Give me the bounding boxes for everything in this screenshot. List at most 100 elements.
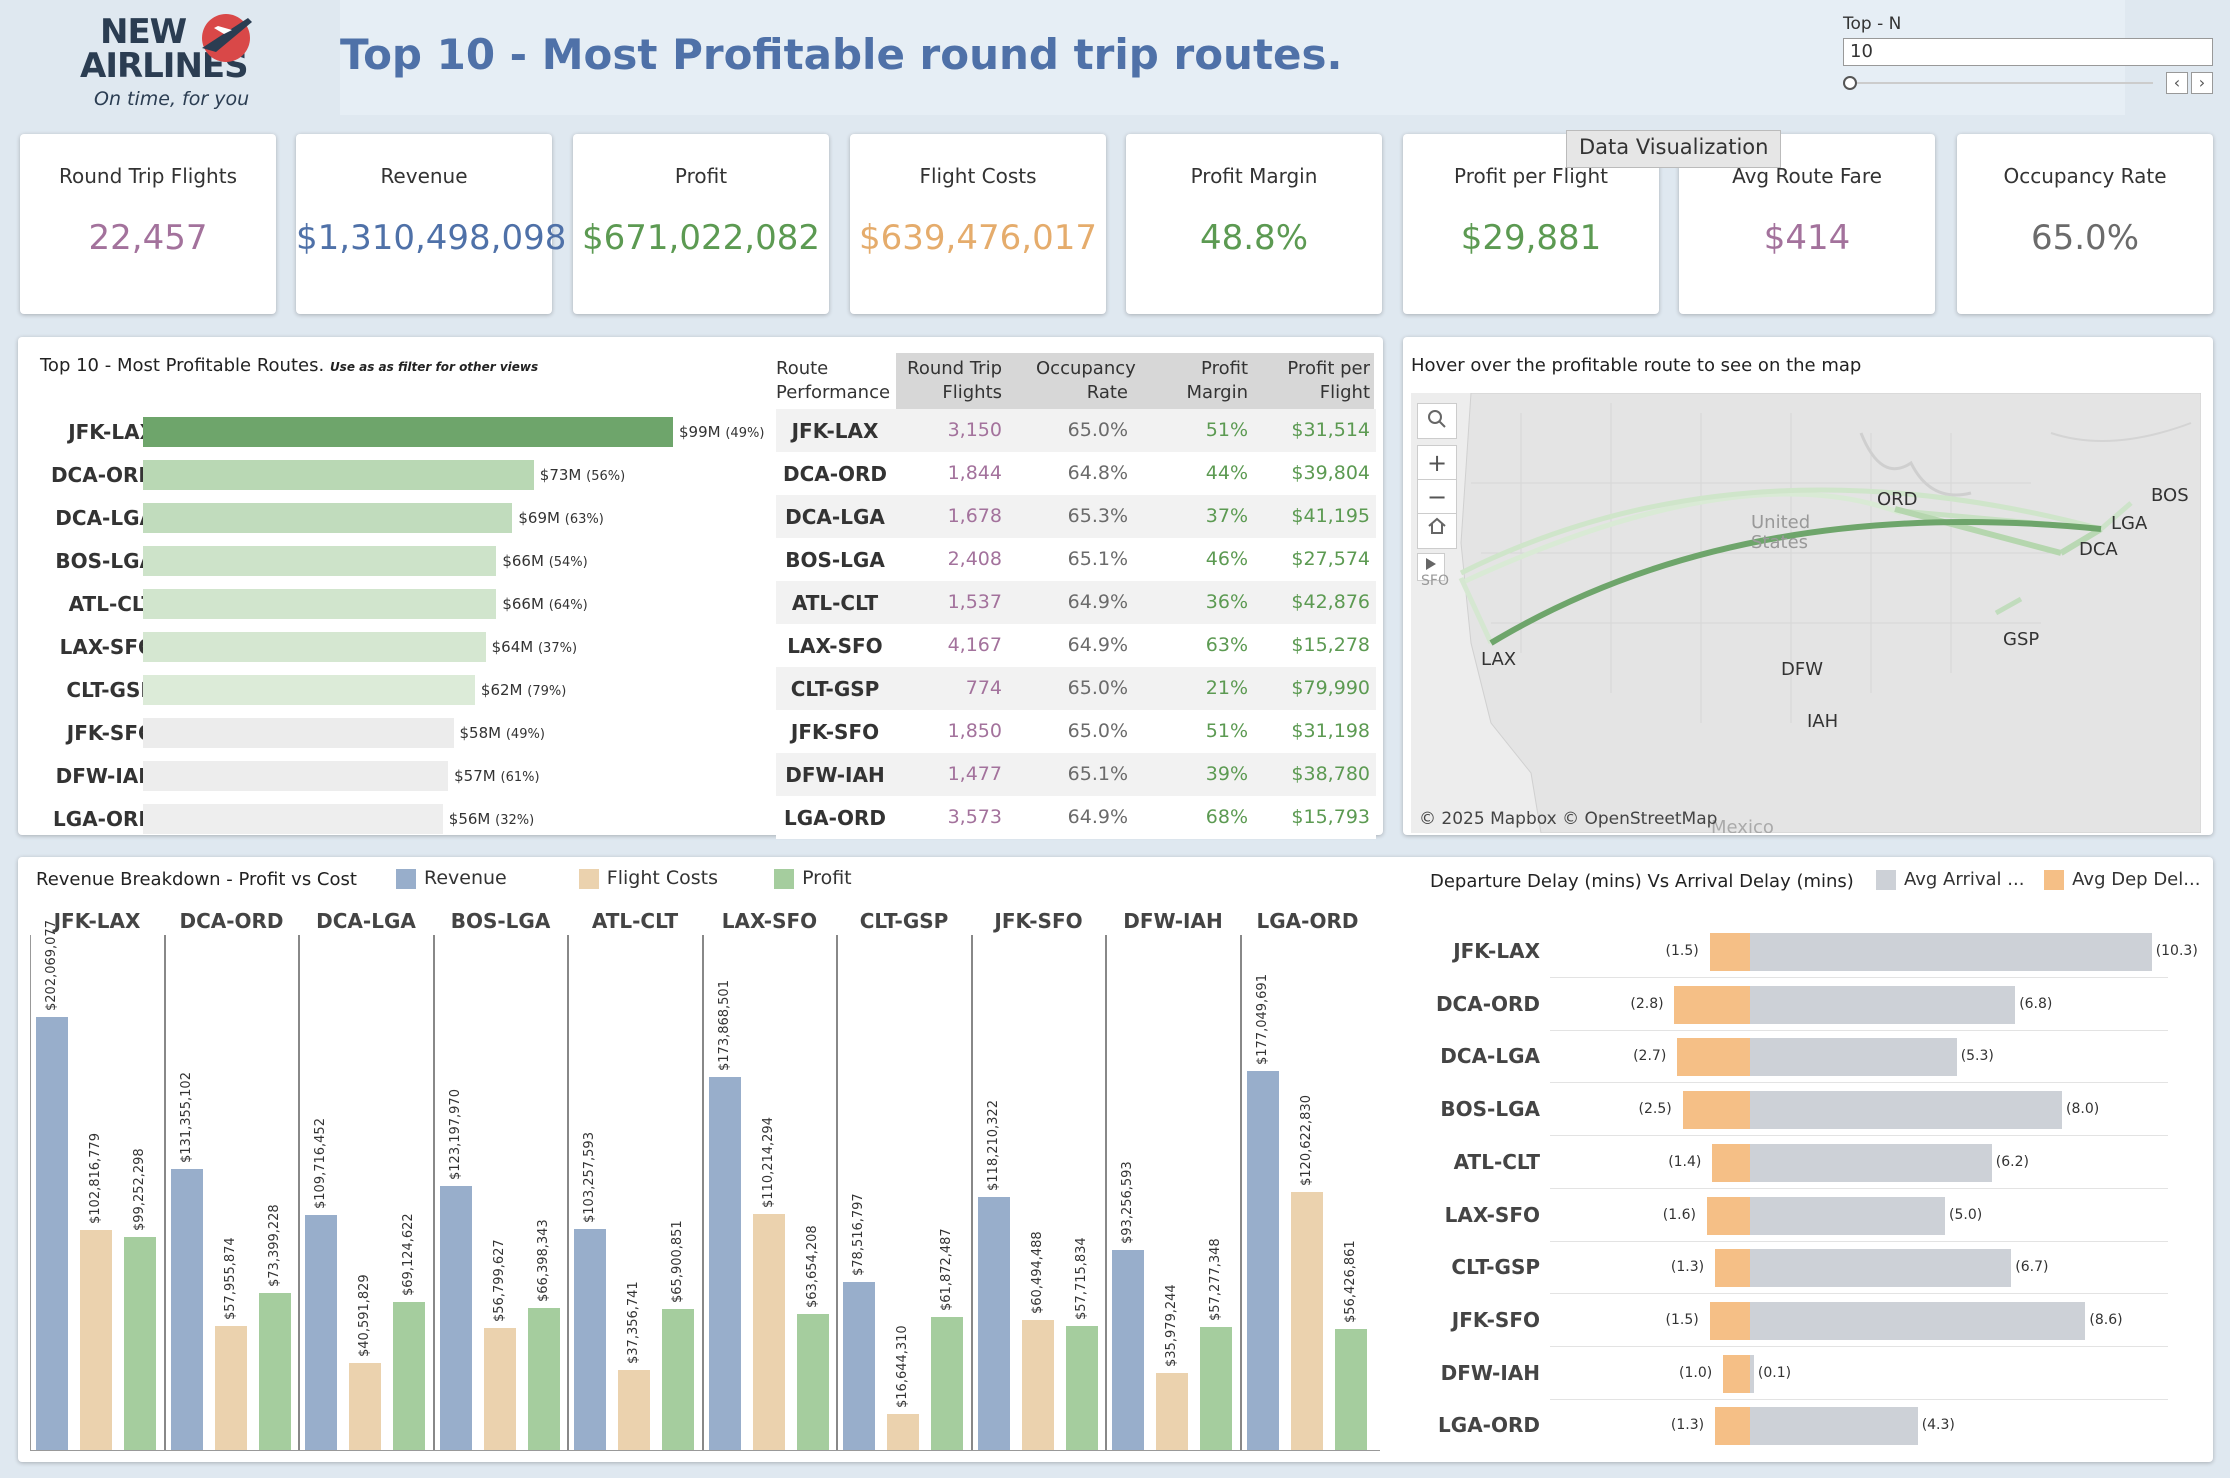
revenue-bar[interactable] (977, 1196, 1010, 1450)
revenue-bar[interactable] (1021, 1320, 1054, 1450)
revenue-bar[interactable] (214, 1325, 247, 1450)
kpi-card[interactable]: Profit Margin 48.8% (1126, 134, 1382, 314)
row-divider (1550, 1187, 2168, 1189)
kpi-card[interactable]: Round Trip Flights 22,457 (20, 134, 276, 314)
departure-delay-bar[interactable] (1682, 1091, 1750, 1130)
departure-delay-bar[interactable] (1709, 1301, 1750, 1340)
revenue-bar[interactable] (1200, 1327, 1232, 1450)
revenue-bar[interactable] (662, 1308, 694, 1450)
departure-delay-bar[interactable] (1706, 1196, 1750, 1235)
map-label-sfo: SFO (1421, 573, 1449, 589)
revenue-bar[interactable] (752, 1213, 785, 1450)
next-button[interactable]: › (2191, 72, 2213, 94)
kpi-card[interactable]: Revenue $1,310,498,098 (296, 134, 566, 314)
departure-delay-bar[interactable] (1674, 985, 1750, 1024)
revenue-bar[interactable] (708, 1077, 741, 1450)
route-bar[interactable] (143, 632, 486, 662)
table-row[interactable]: LGA-ORD 3,573 64.9% 68% $15,793 (776, 796, 1376, 839)
route-bar[interactable] (143, 589, 497, 619)
table-row[interactable]: BOS-LGA 2,408 65.1% 46% $27,574 (776, 538, 1376, 581)
legend-revenue-label: Revenue (424, 867, 507, 889)
revenue-bar[interactable] (124, 1237, 156, 1450)
route-bar[interactable] (143, 503, 513, 533)
kpi-card[interactable]: Profit $671,022,082 (573, 134, 829, 314)
route-bar[interactable] (143, 417, 673, 447)
bar-percent: (61%) (500, 770, 540, 785)
table-row[interactable]: CLT-GSP 774 65.0% 21% $79,990 (776, 667, 1376, 710)
table-cell: 65.1% (1067, 548, 1128, 570)
revenue-bar[interactable] (574, 1228, 606, 1450)
topn-slider[interactable]: ‹ › (1843, 72, 2213, 94)
kpi-card[interactable]: Flight Costs $639,476,017 (850, 134, 1106, 314)
table-row[interactable]: DCA-ORD 1,844 64.8% 44% $39,804 (776, 452, 1376, 495)
table-row[interactable]: ATL-CLT 1,537 64.9% 36% $42,876 (776, 581, 1376, 624)
page-title: Top 10 - Most Profitable round trip rout… (340, 30, 1343, 79)
departure-delay-bar[interactable] (1677, 1038, 1750, 1077)
map-attribution[interactable]: © 2025 Mapbox © OpenStreetMap (1419, 809, 1718, 829)
arrival-delay-bar[interactable] (1750, 1407, 1918, 1446)
revenue-bar[interactable] (796, 1313, 829, 1450)
revenue-bar[interactable] (305, 1214, 337, 1450)
revenue-bar[interactable] (931, 1317, 963, 1450)
revenue-bar[interactable] (1156, 1372, 1188, 1450)
arrival-delay-bar[interactable] (1750, 1038, 1957, 1077)
zoom-in-button[interactable]: + (1417, 445, 1457, 481)
route-bar[interactable] (143, 546, 497, 576)
table-cell: 51% (1205, 720, 1248, 742)
play-button[interactable] (1417, 553, 1445, 581)
departure-delay-bar[interactable] (1712, 1143, 1750, 1182)
revenue-bar-label: $57,277,348 (1208, 1238, 1223, 1322)
prev-button[interactable]: ‹ (2166, 72, 2188, 94)
table-row[interactable]: DCA-LGA 1,678 65.3% 37% $41,195 (776, 495, 1376, 538)
revenue-bar[interactable] (887, 1414, 919, 1450)
revenue-bar[interactable] (1065, 1326, 1098, 1450)
departure-delay-bar[interactable] (1714, 1407, 1750, 1446)
departure-delay-bar[interactable] (1714, 1249, 1750, 1288)
topn-input[interactable]: 10 (1843, 38, 2213, 66)
arrival-delay-bar[interactable] (1750, 985, 2016, 1024)
departure-delay-bar[interactable] (1723, 1354, 1750, 1393)
route-bar[interactable] (143, 804, 443, 834)
bar-label: LAX-SFO (59, 635, 155, 659)
revenue-bar[interactable] (439, 1186, 472, 1450)
revenue-bar[interactable] (618, 1369, 650, 1450)
map-search-button[interactable] (1417, 403, 1457, 439)
revenue-bar[interactable] (36, 1016, 68, 1450)
home-button[interactable] (1417, 513, 1457, 549)
arrival-delay-bar[interactable] (1750, 1354, 1754, 1393)
arrival-delay-bar[interactable] (1750, 1091, 2062, 1130)
revenue-bar[interactable] (1290, 1191, 1323, 1450)
kpi-card[interactable]: Occupancy Rate 65.0% (1957, 134, 2213, 314)
revenue-bar[interactable] (170, 1168, 203, 1450)
revenue-bar[interactable] (258, 1292, 291, 1450)
revenue-bar[interactable] (527, 1307, 560, 1450)
route-bar[interactable] (143, 460, 534, 490)
kpi-card[interactable]: Profit per Flight $29,881 (1403, 134, 1659, 314)
slider-knob[interactable] (1843, 76, 1857, 90)
revenue-bar[interactable] (80, 1229, 112, 1450)
revenue-bar[interactable] (393, 1301, 425, 1450)
revenue-bar[interactable] (843, 1281, 875, 1450)
arrival-delay-bar[interactable] (1750, 1301, 2086, 1340)
arrival-delay-bar[interactable] (1750, 1143, 1992, 1182)
revenue-bar[interactable] (349, 1363, 381, 1450)
revenue-bar[interactable] (1112, 1250, 1144, 1450)
revenue-bar[interactable] (1246, 1070, 1279, 1450)
arrival-delay-bar[interactable] (1750, 1249, 2012, 1288)
table-cell: $42,876 (1291, 591, 1370, 613)
departure-delay-bar[interactable] (1709, 933, 1750, 971)
route-bar[interactable] (143, 675, 475, 705)
table-row[interactable]: JFK-LAX 3,150 65.0% 51% $31,514 (776, 409, 1376, 452)
table-row[interactable]: DFW-IAH 1,477 65.1% 39% $38,780 (776, 753, 1376, 796)
arrival-delay-bar[interactable] (1750, 1196, 1945, 1235)
table-cell: 64.8% (1067, 462, 1128, 484)
route-bar[interactable] (143, 718, 454, 748)
route-bar[interactable] (143, 761, 449, 791)
route-map[interactable]: + − SFO United States ORD BOS LGA DCA LA… (1411, 393, 2201, 833)
revenue-bar[interactable] (483, 1328, 516, 1450)
arrival-delay-bar[interactable] (1750, 933, 2152, 971)
table-row[interactable]: JFK-SFO 1,850 65.0% 51% $31,198 (776, 710, 1376, 753)
revenue-bar[interactable] (1334, 1329, 1367, 1450)
zoom-out-button[interactable]: − (1417, 479, 1457, 515)
table-row[interactable]: LAX-SFO 4,167 64.9% 63% $15,278 (776, 624, 1376, 667)
